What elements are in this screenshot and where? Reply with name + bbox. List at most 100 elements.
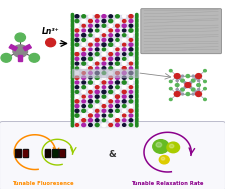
Circle shape (122, 20, 126, 22)
Circle shape (192, 75, 194, 77)
Circle shape (75, 114, 79, 117)
Circle shape (82, 33, 86, 37)
Circle shape (89, 62, 92, 65)
Circle shape (75, 67, 79, 70)
Circle shape (89, 67, 92, 70)
Bar (15, 149, 21, 157)
Bar (74, 95, 135, 98)
Circle shape (176, 84, 179, 87)
Circle shape (75, 86, 79, 89)
Circle shape (89, 34, 92, 36)
Circle shape (136, 92, 138, 94)
Circle shape (136, 40, 138, 42)
Circle shape (75, 43, 79, 46)
Bar (74, 71, 135, 75)
Circle shape (75, 62, 79, 65)
Circle shape (95, 90, 99, 94)
Circle shape (136, 26, 138, 28)
Circle shape (82, 62, 86, 65)
Circle shape (136, 103, 138, 105)
Circle shape (71, 98, 74, 100)
Circle shape (71, 64, 74, 65)
Circle shape (89, 53, 92, 56)
Circle shape (136, 76, 138, 78)
Bar (74, 29, 135, 32)
Circle shape (136, 16, 138, 18)
Circle shape (75, 29, 79, 32)
Circle shape (169, 80, 172, 83)
Circle shape (71, 30, 74, 32)
Circle shape (89, 86, 92, 89)
Circle shape (71, 23, 74, 25)
Circle shape (136, 21, 138, 23)
Circle shape (123, 34, 126, 37)
Circle shape (88, 38, 92, 42)
Circle shape (71, 42, 74, 44)
Circle shape (204, 98, 206, 101)
Bar (74, 104, 135, 108)
Circle shape (75, 81, 79, 84)
Circle shape (136, 37, 138, 39)
Circle shape (95, 81, 99, 84)
Circle shape (115, 67, 119, 70)
Bar (74, 86, 135, 89)
Circle shape (82, 24, 85, 27)
Circle shape (71, 81, 74, 83)
Circle shape (102, 81, 106, 84)
Circle shape (89, 29, 92, 32)
Circle shape (96, 29, 99, 32)
Circle shape (109, 123, 112, 126)
Circle shape (75, 76, 79, 79)
Circle shape (89, 24, 92, 27)
Circle shape (71, 120, 74, 122)
Circle shape (122, 71, 126, 75)
Bar (74, 100, 135, 103)
Circle shape (136, 54, 138, 56)
Circle shape (116, 100, 119, 103)
Bar (52, 149, 58, 157)
Circle shape (174, 74, 180, 79)
Circle shape (102, 123, 106, 127)
Circle shape (89, 72, 92, 74)
Circle shape (71, 114, 74, 116)
Circle shape (71, 34, 74, 36)
Circle shape (71, 20, 74, 22)
Bar (74, 62, 135, 65)
Circle shape (122, 24, 126, 27)
Circle shape (136, 82, 138, 84)
Circle shape (71, 70, 74, 72)
Circle shape (71, 62, 74, 64)
Circle shape (109, 81, 112, 84)
FancyBboxPatch shape (0, 122, 225, 189)
Circle shape (71, 51, 74, 53)
Circle shape (71, 29, 74, 31)
Circle shape (95, 38, 99, 42)
Circle shape (102, 90, 106, 94)
Circle shape (115, 62, 119, 65)
Circle shape (115, 95, 119, 98)
Circle shape (169, 70, 172, 72)
Circle shape (71, 13, 74, 15)
Circle shape (204, 70, 206, 72)
Circle shape (196, 74, 202, 79)
Circle shape (136, 105, 138, 107)
Circle shape (71, 68, 74, 70)
Circle shape (136, 75, 138, 77)
Circle shape (71, 49, 74, 51)
Circle shape (129, 48, 133, 51)
Circle shape (136, 97, 138, 98)
Circle shape (115, 57, 119, 60)
Circle shape (181, 75, 184, 77)
Polygon shape (18, 55, 22, 61)
Circle shape (71, 59, 74, 61)
Circle shape (122, 39, 126, 41)
Circle shape (102, 15, 106, 18)
Circle shape (129, 62, 133, 65)
Circle shape (122, 62, 126, 65)
Circle shape (109, 34, 112, 37)
Circle shape (197, 84, 200, 87)
Circle shape (136, 24, 138, 26)
Circle shape (136, 95, 138, 97)
Circle shape (136, 80, 138, 81)
Circle shape (109, 109, 112, 112)
